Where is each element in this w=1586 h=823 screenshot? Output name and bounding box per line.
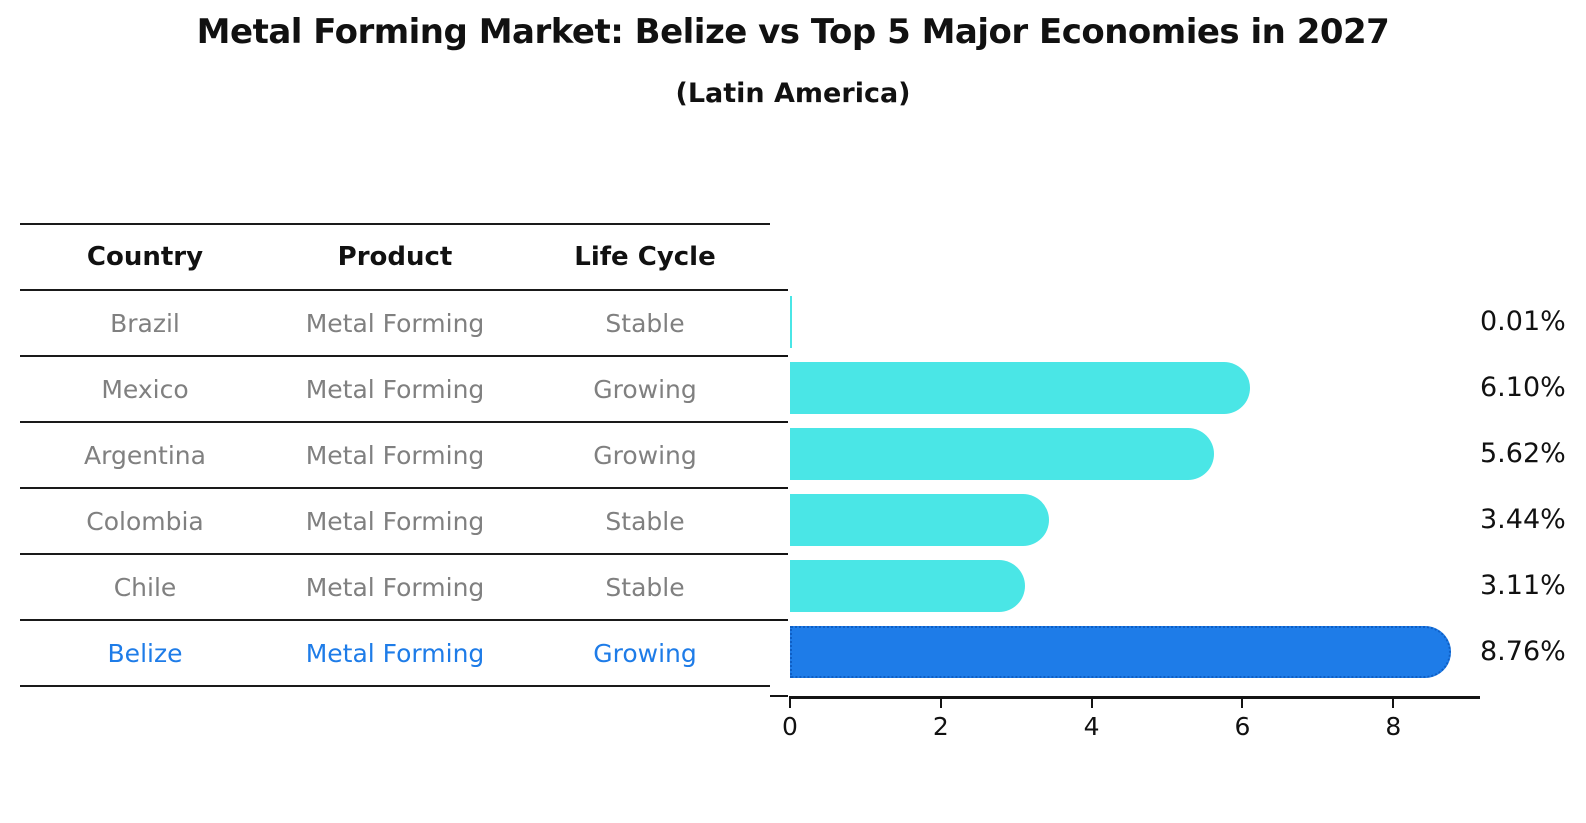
- x-axis-line: [790, 696, 1480, 699]
- table-row: Colombia Metal Forming Stable: [20, 489, 770, 555]
- cell-product: Metal Forming: [305, 506, 485, 536]
- data-table: Country Product Life Cycle Brazil Metal …: [20, 223, 770, 687]
- cell-product: Metal Forming: [305, 374, 485, 404]
- header-product: Product: [337, 242, 453, 272]
- cell-country: Belize: [107, 638, 183, 668]
- cell-life-cycle: Growing: [593, 638, 697, 668]
- x-axis-tick-label: 8: [1385, 712, 1402, 741]
- cell-life-cycle: Growing: [593, 440, 697, 470]
- x-axis-tick: [789, 696, 791, 708]
- cell-country: Mexico: [101, 374, 189, 404]
- header-country: Country: [86, 242, 204, 272]
- bar-argentina: [790, 428, 1214, 480]
- value-label: 3.44%: [1480, 504, 1566, 535]
- cell-life-cycle: Growing: [593, 374, 697, 404]
- table-row: Chile Metal Forming Stable: [20, 555, 770, 621]
- y-axis-tick: [770, 487, 788, 489]
- value-label: 5.62%: [1480, 438, 1566, 469]
- y-axis-tick: [770, 355, 788, 357]
- bar-belize: [790, 626, 1451, 678]
- cell-product: Metal Forming: [305, 638, 485, 668]
- x-axis-tick: [939, 696, 942, 708]
- x-axis-tick-label: 2: [932, 712, 949, 741]
- table-row: Mexico Metal Forming Growing: [20, 357, 770, 423]
- page-title: Metal Forming Market: Belize vs Top 5 Ma…: [196, 12, 1390, 52]
- cell-product: Metal Forming: [305, 308, 485, 338]
- value-label: 3.11%: [1480, 570, 1566, 601]
- x-axis-tick: [1392, 696, 1395, 708]
- y-axis-tick: [770, 553, 788, 555]
- table-row: Brazil Metal Forming Stable: [20, 291, 770, 357]
- bar-mexico: [790, 362, 1250, 414]
- y-axis-tick: [770, 695, 788, 697]
- cell-product: Metal Forming: [305, 440, 485, 470]
- cell-country: Brazil: [110, 308, 180, 338]
- bar-brazil: [790, 296, 792, 348]
- cell-life-cycle: Stable: [605, 506, 685, 536]
- value-label: 8.76%: [1480, 636, 1566, 667]
- table-row: Argentina Metal Forming Growing: [20, 423, 770, 489]
- cell-country: Colombia: [86, 506, 204, 536]
- cell-product: Metal Forming: [305, 572, 485, 602]
- table-header-row: Country Product Life Cycle: [20, 225, 770, 291]
- cell-life-cycle: Stable: [605, 572, 685, 602]
- table-row-highlight: Belize Metal Forming Growing: [20, 621, 770, 687]
- x-axis-tick-label: 6: [1234, 712, 1251, 741]
- cell-life-cycle: Stable: [605, 308, 685, 338]
- value-label: 6.10%: [1480, 372, 1566, 403]
- x-axis-tick: [1090, 696, 1093, 708]
- x-axis-tick-label: 4: [1083, 712, 1100, 741]
- page-subtitle: (Latin America): [675, 78, 911, 109]
- bar-colombia: [790, 494, 1050, 546]
- value-label: 0.01%: [1480, 306, 1566, 337]
- y-axis-tick: [770, 289, 788, 291]
- header-life-cycle: Life Cycle: [574, 242, 716, 272]
- y-axis-tick: [770, 619, 788, 621]
- x-axis-tick-label: 0: [782, 712, 798, 741]
- y-axis-tick: [770, 421, 788, 423]
- x-axis-tick: [1241, 696, 1244, 708]
- cell-country: Argentina: [84, 440, 206, 470]
- bar-chile: [790, 560, 1025, 612]
- cell-country: Chile: [113, 572, 177, 602]
